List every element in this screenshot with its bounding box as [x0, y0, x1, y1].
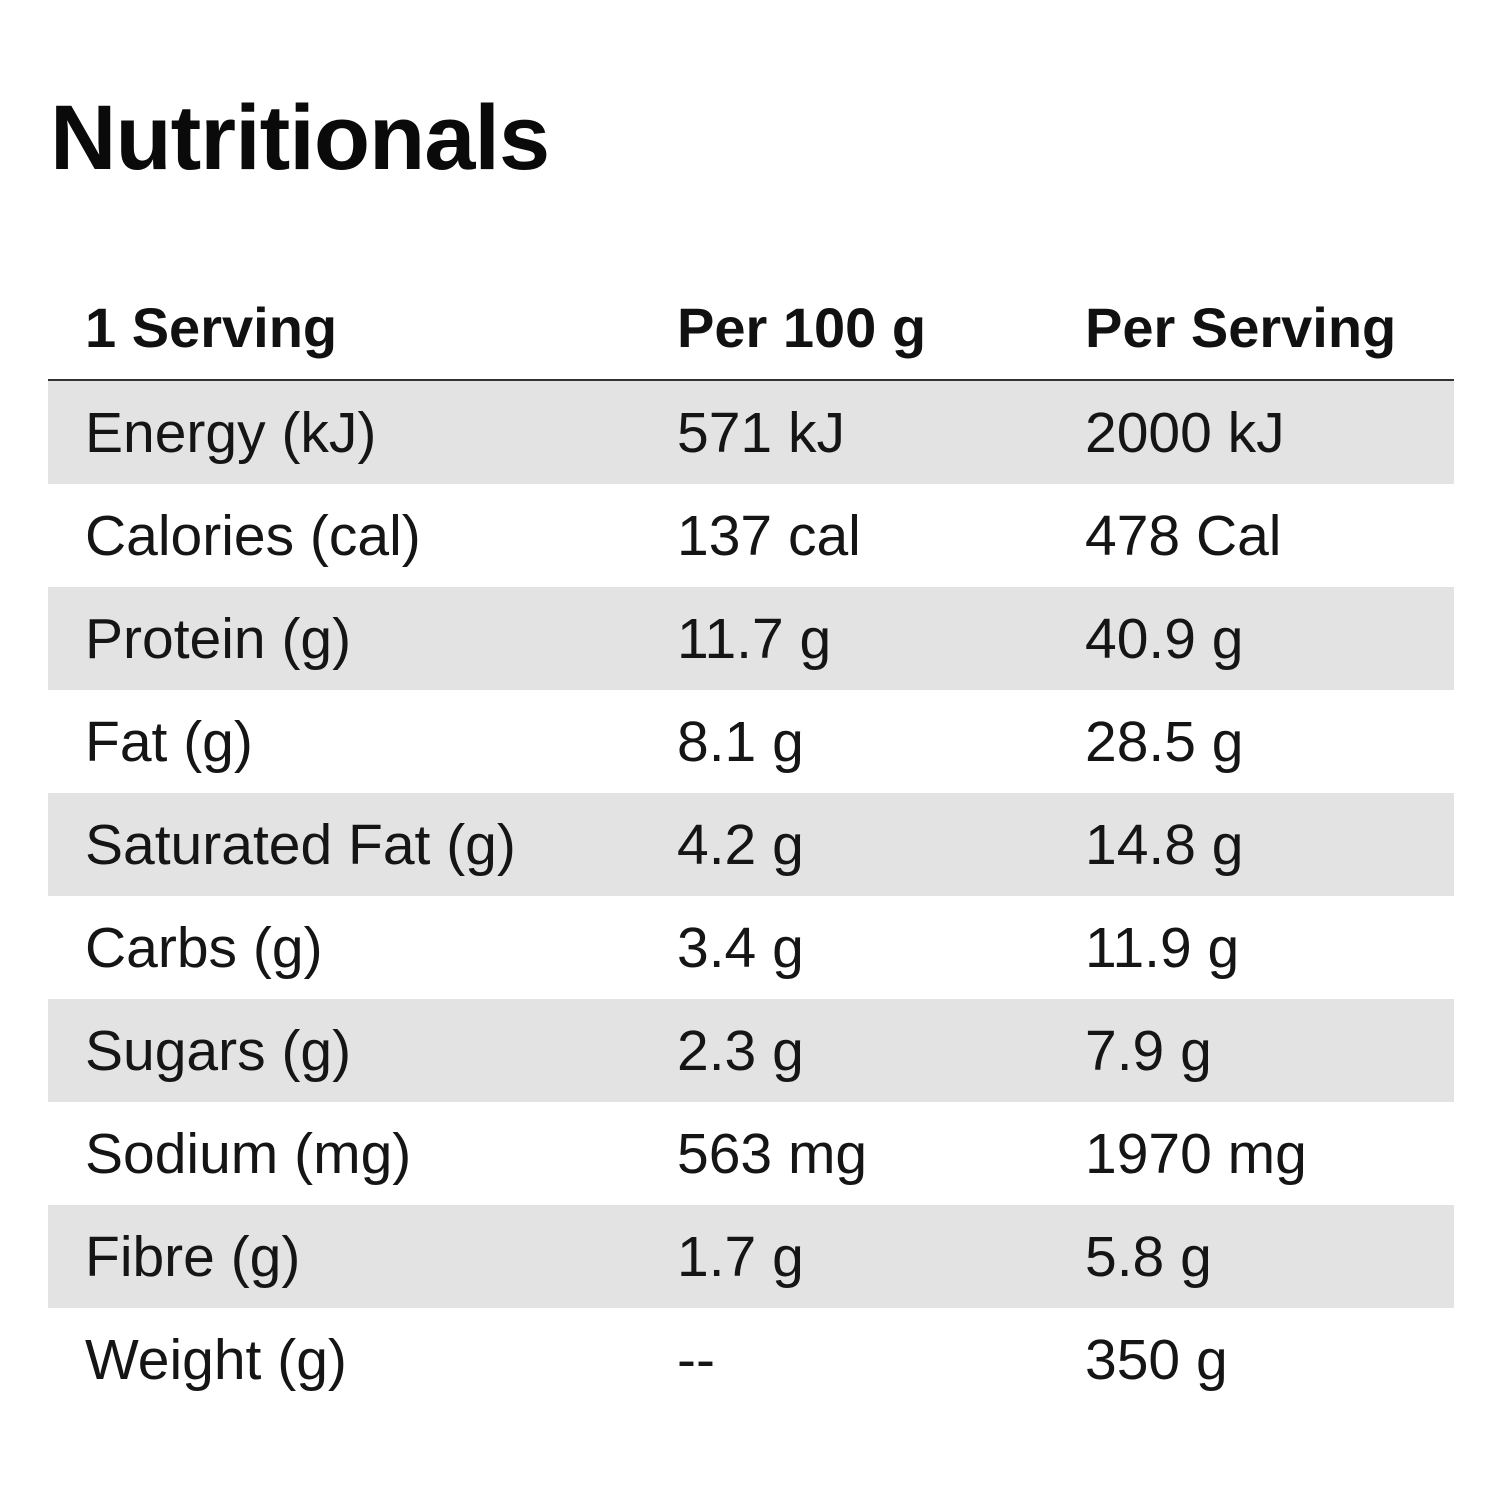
- per-serving-value: 350 g: [1085, 1327, 1228, 1392]
- header-serving: 1 Serving: [85, 295, 338, 359]
- table-row: Weight (g) -- 350 g: [48, 1308, 1454, 1411]
- per-100g-value: --: [677, 1327, 715, 1392]
- header-per-serving: Per Serving: [1085, 295, 1397, 359]
- nutrient-label: Sodium (mg): [85, 1121, 412, 1186]
- per-serving-value: 1970 mg: [1085, 1121, 1307, 1186]
- per-100g-value: 8.1 g: [677, 709, 804, 774]
- per-100g-value: 571 kJ: [677, 400, 845, 465]
- nutrient-label: Sugars (g): [85, 1018, 352, 1083]
- nutrient-label: Energy (kJ): [85, 400, 377, 465]
- nutrient-label: Protein (g): [85, 606, 352, 671]
- per-100g-value: 11.7 g: [677, 606, 832, 671]
- nutrition-table: 1 Serving Per 100 g Per Serving Energy (…: [48, 275, 1454, 1411]
- per-serving-value: 478 Cal: [1085, 503, 1282, 568]
- per-100g-value: 4.2 g: [677, 812, 804, 877]
- nutrient-label: Saturated Fat (g): [85, 812, 516, 877]
- per-serving-value: 7.9 g: [1085, 1018, 1212, 1083]
- table-row: Protein (g) 11.7 g 40.9 g: [48, 587, 1454, 690]
- table-row: Energy (kJ) 571 kJ 2000 kJ: [48, 381, 1454, 484]
- per-100g-value: 1.7 g: [677, 1224, 804, 1289]
- table-row: Calories (cal) 137 cal 478 Cal: [48, 484, 1454, 587]
- table-header-row: 1 Serving Per 100 g Per Serving: [48, 275, 1454, 381]
- page-title: Nutritionals: [50, 87, 550, 189]
- per-100g-value: 2.3 g: [677, 1018, 804, 1083]
- per-serving-value: 40.9 g: [1085, 606, 1244, 671]
- nutrient-label: Fat (g): [85, 709, 253, 774]
- nutrient-label: Carbs (g): [85, 915, 323, 980]
- nutrient-label: Calories (cal): [85, 503, 421, 568]
- nutrient-label: Weight (g): [85, 1327, 347, 1392]
- per-serving-value: 14.8 g: [1085, 812, 1244, 877]
- table-row: Fat (g) 8.1 g 28.5 g: [48, 690, 1454, 793]
- per-100g-value: 137 cal: [677, 503, 861, 568]
- table-row: Sodium (mg) 563 mg 1970 mg: [48, 1102, 1454, 1205]
- per-serving-value: 5.8 g: [1085, 1224, 1212, 1289]
- table-row: Saturated Fat (g) 4.2 g 14.8 g: [48, 793, 1454, 896]
- per-100g-value: 563 mg: [677, 1121, 868, 1186]
- per-serving-value: 28.5 g: [1085, 709, 1244, 774]
- table-row: Fibre (g) 1.7 g 5.8 g: [48, 1205, 1454, 1308]
- nutrient-label: Fibre (g): [85, 1224, 301, 1289]
- per-serving-value: 2000 kJ: [1085, 400, 1285, 465]
- per-serving-value: 11.9 g: [1085, 915, 1240, 980]
- table-row: Sugars (g) 2.3 g 7.9 g: [48, 999, 1454, 1102]
- per-100g-value: 3.4 g: [677, 915, 804, 980]
- header-per-100g: Per 100 g: [677, 295, 927, 359]
- table-row: Carbs (g) 3.4 g 11.9 g: [48, 896, 1454, 999]
